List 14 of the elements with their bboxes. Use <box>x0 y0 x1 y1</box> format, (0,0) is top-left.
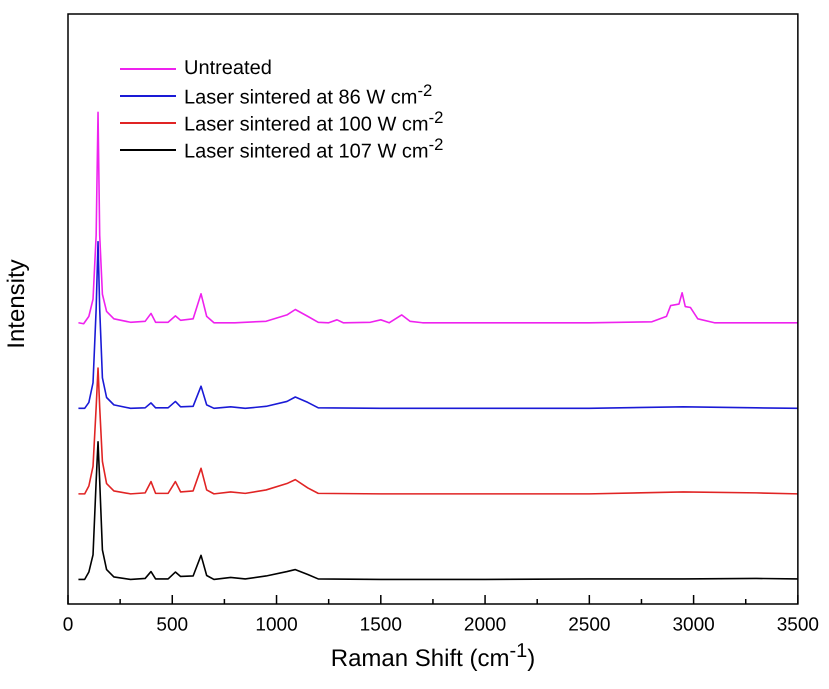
y-axis-title: Intensity <box>3 258 31 351</box>
legend-label: Untreated <box>184 57 272 80</box>
x-tick-label: 3000 <box>672 614 715 636</box>
x-tick-label: 3500 <box>776 614 820 636</box>
x-tick-label: 2500 <box>568 614 610 636</box>
legend-label: Laser sintered at 107 W cm$^{-2}$ <box>184 135 444 164</box>
x-tick-label: 500 <box>156 614 188 636</box>
x-tick-label: 0 <box>62 614 74 636</box>
legend-label: Laser sintered at 86 W cm$^{-2}$ <box>184 81 432 110</box>
x-axis-title: Raman Shift (cm$^{-1}$) <box>330 640 536 673</box>
x-tick-label: 2000 <box>464 614 506 636</box>
x-tick-label: 1000 <box>255 614 298 636</box>
legend-label: Laser sintered at 100 W cm$^{-2}$ <box>184 108 444 137</box>
x-tick-label: 1500 <box>360 614 402 636</box>
